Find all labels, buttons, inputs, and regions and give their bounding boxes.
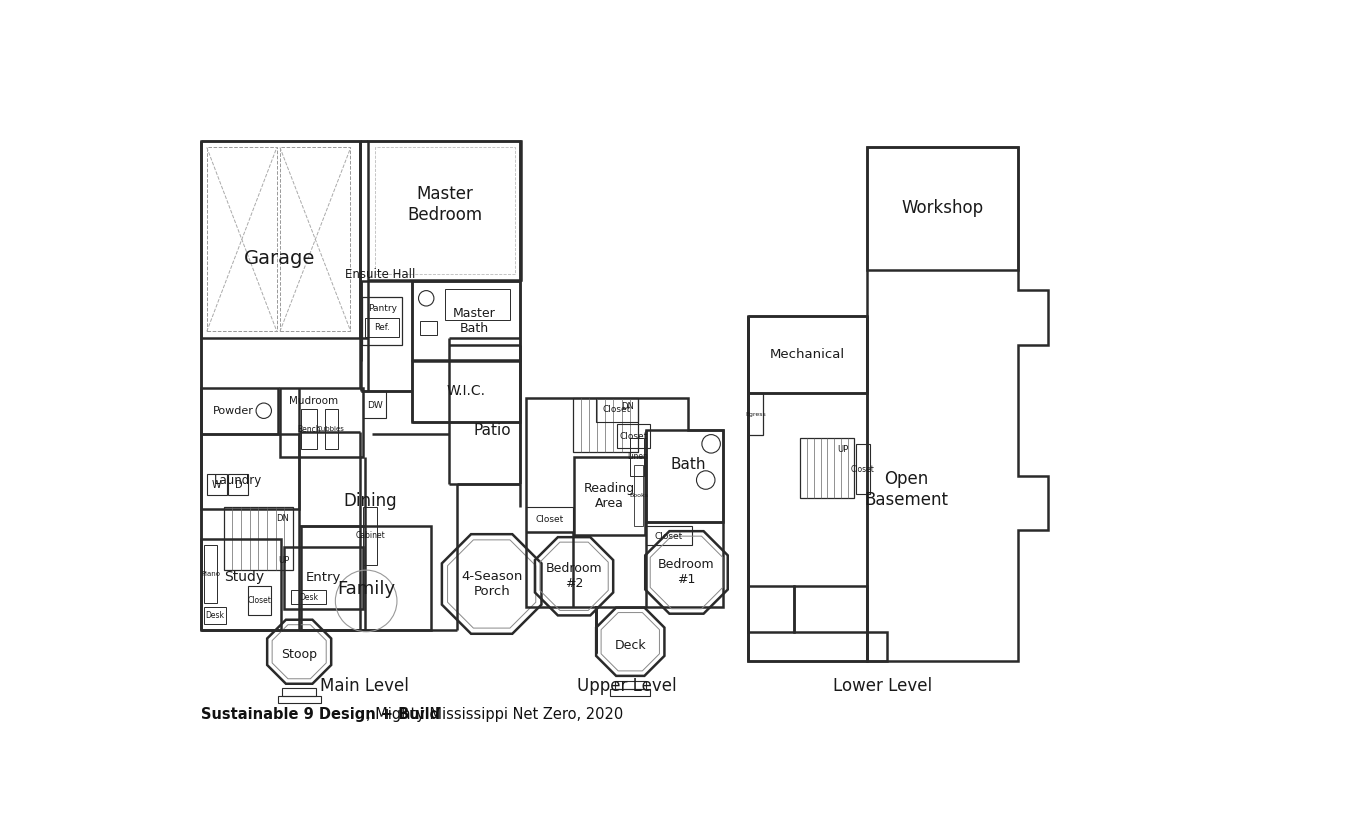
Text: DN: DN bbox=[277, 514, 289, 523]
Text: W.I.C.: W.I.C. bbox=[447, 385, 486, 399]
Bar bbox=[284, 547, 363, 609]
Bar bbox=[634, 465, 644, 527]
Text: Bath: Bath bbox=[670, 457, 706, 472]
Bar bbox=[868, 147, 1018, 269]
Bar bbox=[574, 457, 645, 536]
Bar bbox=[301, 410, 317, 449]
Text: Entry: Entry bbox=[305, 571, 340, 584]
Text: DW: DW bbox=[367, 400, 382, 410]
Text: Garage: Garage bbox=[244, 249, 316, 268]
Bar bbox=[279, 387, 363, 457]
Text: Books: Books bbox=[629, 493, 648, 498]
Bar bbox=[748, 393, 764, 435]
Text: Pantry: Pantry bbox=[367, 304, 397, 313]
Text: Bedroom
#2: Bedroom #2 bbox=[545, 562, 602, 590]
Text: Egress: Egress bbox=[745, 412, 767, 417]
Text: Mechanical: Mechanical bbox=[769, 348, 845, 361]
Text: , Mighty Mississippi Net Zero, 2020: , Mighty Mississippi Net Zero, 2020 bbox=[366, 707, 624, 723]
Text: Deck: Deck bbox=[614, 639, 647, 652]
Bar bbox=[301, 527, 431, 630]
Text: Desk: Desk bbox=[205, 611, 224, 620]
Text: Workshop: Workshop bbox=[900, 199, 983, 218]
Bar bbox=[420, 321, 437, 335]
Bar bbox=[362, 297, 402, 344]
Text: Laundry: Laundry bbox=[215, 475, 262, 487]
Text: Closet: Closet bbox=[536, 515, 563, 524]
Bar bbox=[363, 507, 377, 564]
Bar bbox=[444, 289, 510, 320]
Bar bbox=[363, 391, 386, 419]
Text: Open
Basement: Open Basement bbox=[864, 470, 948, 508]
Text: Stoop: Stoop bbox=[281, 648, 317, 661]
Bar bbox=[248, 586, 271, 615]
Text: Closet: Closet bbox=[248, 596, 271, 605]
Text: Study: Study bbox=[224, 570, 265, 584]
Text: Mudroom: Mudroom bbox=[289, 396, 339, 406]
Bar bbox=[645, 430, 722, 522]
Text: Closet: Closet bbox=[850, 465, 875, 474]
Text: Sustainable 9 Design + Build: Sustainable 9 Design + Build bbox=[201, 707, 440, 723]
Text: Lower Level: Lower Level bbox=[833, 677, 933, 695]
Text: Cabinet: Cabinet bbox=[355, 531, 385, 540]
Text: Closet: Closet bbox=[655, 531, 683, 541]
Bar bbox=[614, 681, 645, 689]
Bar bbox=[201, 387, 278, 433]
Bar bbox=[412, 361, 520, 422]
Text: Family: Family bbox=[338, 580, 396, 598]
Bar bbox=[279, 147, 350, 331]
Text: Linen: Linen bbox=[626, 452, 648, 461]
Bar bbox=[645, 527, 691, 545]
Text: Bedroom
#1: Bedroom #1 bbox=[659, 559, 714, 587]
Text: Dining: Dining bbox=[343, 492, 397, 510]
Bar bbox=[412, 281, 520, 360]
Bar bbox=[292, 590, 327, 604]
Bar bbox=[204, 545, 217, 603]
Bar bbox=[572, 398, 639, 452]
Text: Ensuite Hall: Ensuite Hall bbox=[344, 269, 416, 281]
Text: Ref.: Ref. bbox=[374, 323, 390, 332]
Bar bbox=[201, 540, 281, 630]
Text: 4-Season
Porch: 4-Season Porch bbox=[460, 570, 522, 598]
Bar bbox=[856, 444, 869, 494]
Bar bbox=[207, 474, 227, 495]
Bar bbox=[201, 433, 300, 509]
Text: Reading
Area: Reading Area bbox=[585, 482, 634, 510]
Bar bbox=[228, 474, 248, 495]
Text: Master
Bedroom: Master Bedroom bbox=[408, 185, 482, 224]
Text: Patio: Patio bbox=[474, 424, 512, 438]
Text: Main Level: Main Level bbox=[320, 677, 409, 695]
Bar bbox=[375, 147, 514, 274]
Bar bbox=[595, 398, 639, 422]
Bar bbox=[282, 688, 316, 695]
Bar bbox=[366, 318, 400, 337]
Bar bbox=[278, 695, 321, 704]
Text: UP: UP bbox=[837, 445, 848, 454]
Text: W: W bbox=[212, 480, 221, 489]
Bar bbox=[610, 689, 651, 696]
Text: Upper Level: Upper Level bbox=[576, 677, 676, 695]
Text: UP: UP bbox=[278, 556, 289, 565]
Bar bbox=[617, 424, 649, 448]
Bar bbox=[369, 141, 521, 280]
Bar bbox=[224, 507, 293, 570]
Text: Closet: Closet bbox=[602, 405, 630, 414]
Text: Desk: Desk bbox=[300, 592, 319, 602]
Bar bbox=[324, 410, 339, 449]
Bar bbox=[526, 507, 572, 531]
Text: Powder: Powder bbox=[212, 405, 254, 416]
Bar bbox=[748, 316, 868, 393]
Bar bbox=[201, 141, 360, 338]
Bar bbox=[204, 607, 225, 624]
Text: DN: DN bbox=[621, 402, 634, 411]
Text: D: D bbox=[235, 480, 242, 489]
Bar bbox=[801, 438, 855, 498]
Bar bbox=[207, 147, 277, 331]
Text: Cubbies: Cubbies bbox=[317, 426, 344, 433]
Text: Closet: Closet bbox=[620, 432, 648, 441]
Bar bbox=[630, 438, 644, 476]
Text: Piano: Piano bbox=[201, 571, 220, 577]
Text: Master
Bath: Master Bath bbox=[452, 307, 495, 335]
Text: Bench: Bench bbox=[297, 424, 321, 433]
